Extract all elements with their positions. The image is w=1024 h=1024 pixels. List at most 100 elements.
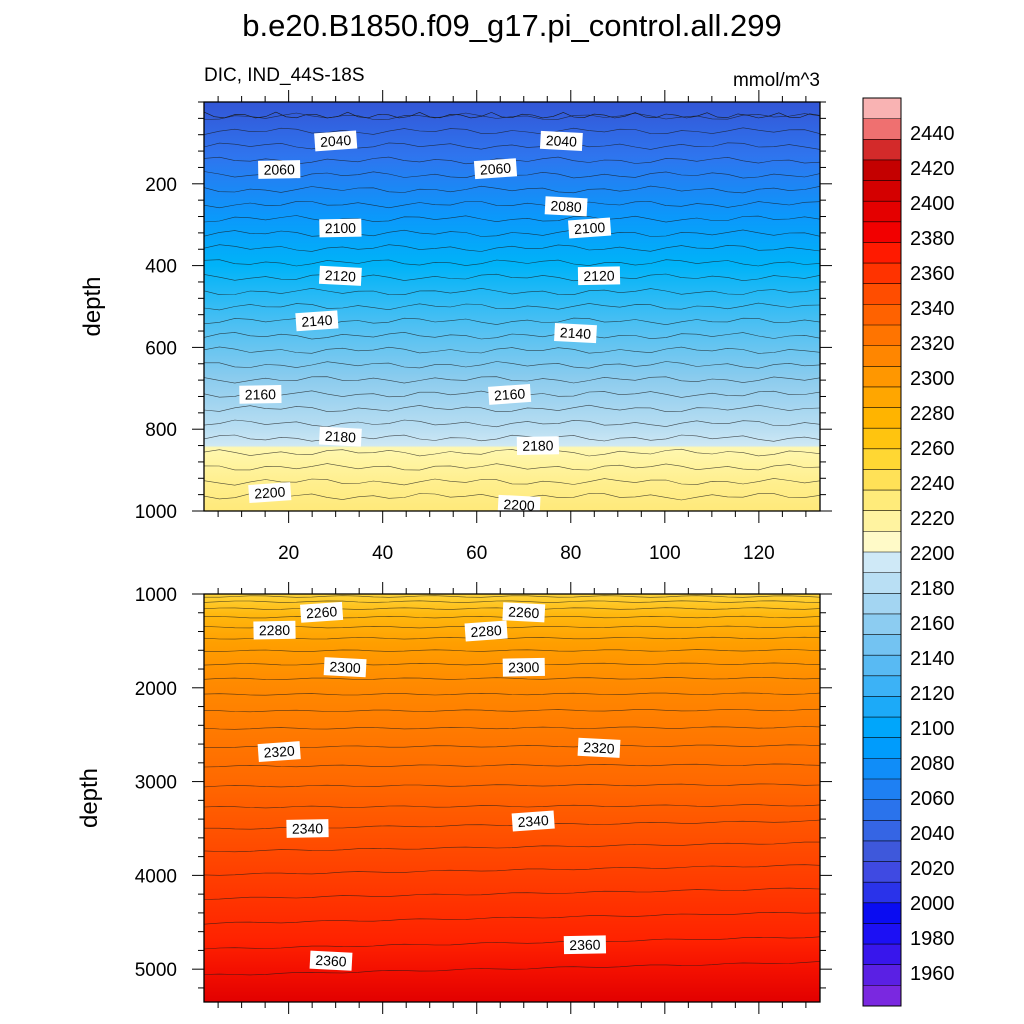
contour-label-text: 2040 [545,132,577,150]
colorbar-label: 1980 [910,928,955,950]
colorbar-label: 2360 [910,263,955,285]
colorbar-label: 2240 [910,473,955,495]
contour-line [203,201,821,209]
y-tick-label: 200 [145,175,177,196]
contour-line [204,595,821,598]
upper-panel: 2040 2040 2060 2060 2080 2100 2100 2120 2120 2140… [79,90,832,523]
plot-frame [203,101,821,512]
contour-line [203,448,821,457]
contour-label: 2080 [544,196,588,217]
contour-label-bg [323,657,367,678]
contour-label-text: 2100 [325,220,357,237]
contour-label-bg [318,426,362,447]
contour-label-bg [502,602,546,623]
contour-label: 2280 [464,620,508,642]
contour-line [203,346,821,354]
colorbar-swatch [863,263,901,285]
colorbar-swatch [863,242,901,264]
x-tick-label: 100 [649,543,681,564]
contour-label: 2100 [319,218,362,238]
contour-line [203,229,821,237]
chart-title: b.e20.B1850.f09_g17.pi_control.all.299 [242,8,782,43]
contour-label-text: 2140 [560,324,592,342]
colorbar-swatch [863,118,901,140]
contour-label-text: 2280 [259,622,291,639]
y-tick-label: 2000 [135,679,177,700]
colorbar-label: 2300 [910,368,955,390]
colorbar-swatch [863,366,901,388]
contour-label-bg [539,130,583,151]
contour-label-bg [309,950,353,971]
contour-line [203,600,821,603]
contour-label-text: 2340 [292,820,324,837]
contour-label-text: 2080 [550,197,582,215]
contour-line [203,434,821,442]
contour-label-bg [511,810,555,832]
contour-line [203,215,821,223]
y-axis-label: depth [79,276,106,336]
colorbar-label: 2160 [910,613,955,635]
contour-label-text: 2360 [315,952,347,970]
colorbar-swatch [863,985,901,1007]
colorbar-swatch [863,634,901,656]
colorbar-swatch [863,201,901,223]
colorbar-swatch [863,882,901,904]
contour-label-bg [318,265,362,286]
contour-label-bg [319,218,362,238]
colorbar-swatch [863,861,901,883]
contour-label: 2200 [248,482,292,504]
contour-line [203,887,821,900]
colorbar-swatch [863,490,901,512]
contour-line [203,404,821,413]
colorbar-label: 2340 [910,298,955,320]
contour-label: 2340 [511,810,555,832]
contour-label-text: 2040 [320,132,352,150]
contour-label-text: 2260 [306,603,338,621]
contour-line [203,744,821,749]
colorbar-label: 2020 [910,858,955,880]
colorbar-label: 2180 [910,578,955,600]
colorbar-swatch [863,325,901,347]
contour-label-bg [577,737,621,758]
contour-label: 2120 [577,266,621,286]
contour-label: 2300 [323,657,367,678]
colorbar-swatch [863,696,901,718]
colorbar-label: 2260 [910,438,955,460]
colorbar-label: 2380 [910,228,955,250]
colorbar-swatch [863,139,901,161]
lower-panel: 2260 2260 2280 2280 2300 2300 2320 2320 2340 2340… [76,582,832,1014]
contour-line [203,649,821,652]
contour-label-bg [563,935,607,955]
contour-label-bg [253,620,296,640]
contour-label: 2360 [563,935,607,955]
contour-label-bg [248,482,292,504]
contour-line [203,936,821,950]
colorbar-label: 1960 [910,963,955,985]
contour-label-text: 2340 [517,812,549,830]
colorbar-swatch [863,180,901,202]
contour-label-text: 2160 [494,385,526,403]
x-tick-label: 80 [560,543,581,564]
x-tick-label: 40 [372,543,393,564]
colorbar-swatch [863,964,901,986]
contour-line [203,726,821,730]
contour-label-bg [239,385,282,404]
colorbar-swatch [863,799,901,821]
contour-label-text: 2300 [508,659,540,676]
contour-label-text: 2280 [470,622,502,640]
contour-line [203,142,821,150]
colorbar-label: 2440 [910,123,955,145]
contour-line [203,102,821,119]
contour-label-text: 2060 [479,160,511,178]
contour-label-text: 2300 [329,658,361,676]
contour-label-bg [258,160,301,179]
y-tick-label: 3000 [135,773,177,794]
colorbar-label: 2060 [910,788,955,810]
contour-line [203,783,821,788]
contour-label-text: 2320 [263,743,295,761]
colorbar-label: 2220 [910,508,955,530]
contour-label: 2300 [502,657,545,677]
colorbar-swatch [863,510,901,532]
colorbar-swatch [863,407,901,429]
